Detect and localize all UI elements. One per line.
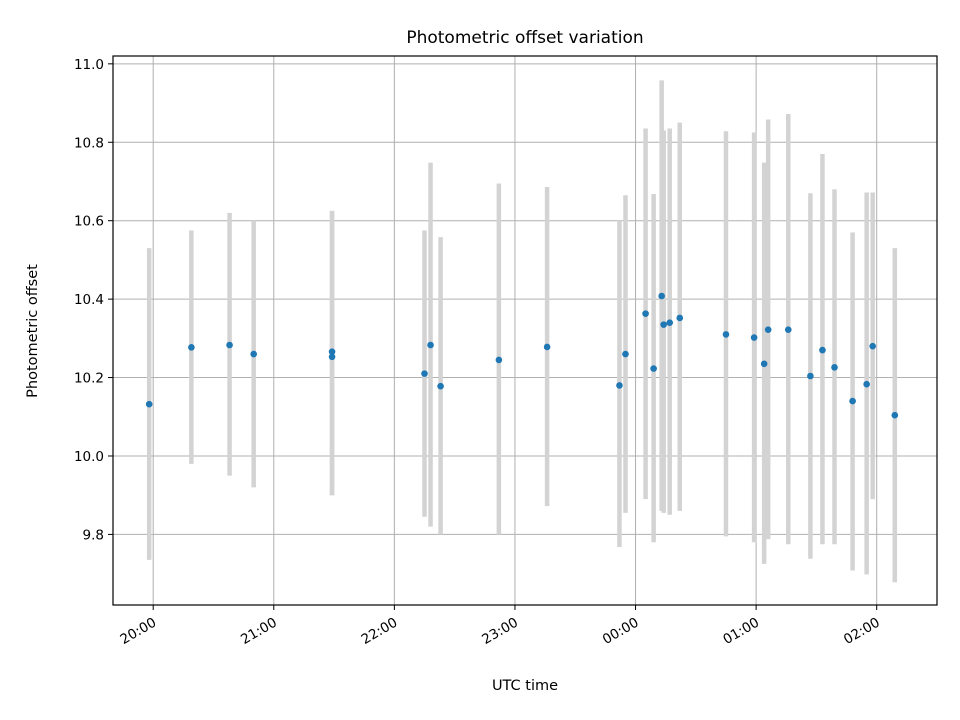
data-point [616,382,623,389]
data-point [437,382,444,390]
y-tick-label: 10.0 [74,449,104,465]
data-point [807,372,814,380]
y-tick-label: 10.4 [74,292,104,308]
data-point [750,334,758,341]
data-point [427,341,434,349]
data-point [819,346,826,354]
data-point [250,350,257,358]
y-tick-label: 10.8 [74,135,104,151]
data-point [891,411,899,419]
y-tick-label: 10.6 [74,214,104,230]
data-point [666,319,674,326]
data-point [831,364,838,371]
data-point [650,365,657,372]
data-point [676,314,684,322]
x-axis-label: UTC time [492,678,558,694]
chart-title: Photometric offset variation [406,28,643,48]
y-axis-label: Photometric offset [25,264,41,398]
data-point [764,326,772,334]
data-point [145,400,153,408]
data-point [543,343,551,351]
data-point [849,397,856,405]
data-point [328,353,336,361]
data-point [760,360,768,368]
y-tick-label: 9.8 [83,527,104,543]
data-point [869,342,876,350]
data-point [622,350,629,358]
y-tick-label: 10.2 [74,371,104,387]
plot-frame [112,55,938,606]
data-points [145,292,899,419]
data-point [722,331,730,338]
data-point [660,321,667,328]
data-point [642,310,649,317]
data-point [328,348,336,355]
y-tick-label: 11.0 [74,57,104,73]
data-point [863,380,870,388]
data-point [658,292,665,300]
data-point [421,370,428,377]
data-point [784,326,792,334]
data-point [495,356,503,364]
data-point [188,344,195,351]
data-point [226,341,233,349]
